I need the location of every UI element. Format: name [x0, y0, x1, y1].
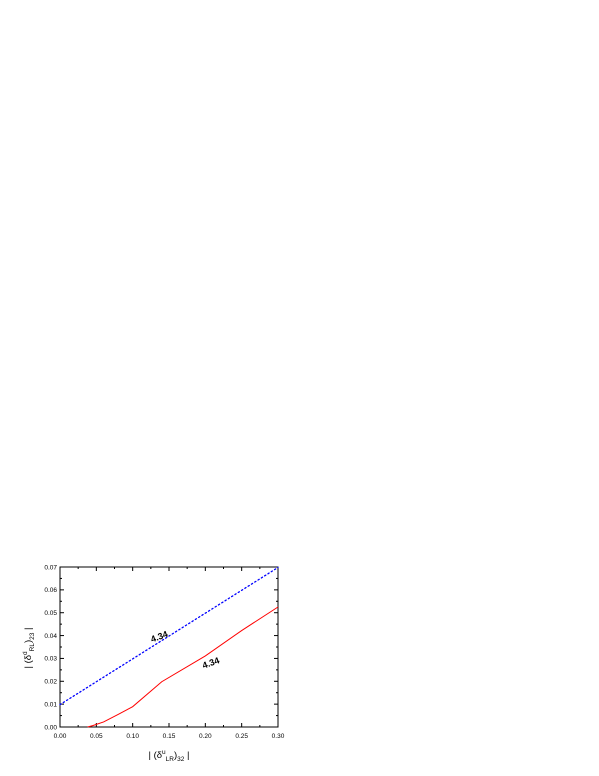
x-tick-label: 0.25 [235, 733, 248, 740]
y-tick-label: 0.04 [44, 633, 57, 640]
y-tick-label: 0.01 [44, 701, 57, 708]
x-tick-label: 0.20 [199, 733, 212, 740]
curve-label-2: 4.34 [201, 655, 221, 670]
x-tick-label: 0.05 [90, 733, 103, 740]
y-tick-label: 0.05 [44, 610, 57, 617]
y-tick-label: 0.00 [44, 724, 57, 731]
y-axis-title: | (δdRL)23 | [22, 627, 36, 668]
plot-frame [59, 566, 279, 728]
x-tick-label: 0.15 [163, 733, 176, 740]
dotted-series-line [59, 566, 279, 706]
curve-labels: 4.344.34 [149, 629, 220, 671]
x-tick-label: 0.00 [54, 733, 67, 740]
x-axis-title: | (δuLR)32 | [148, 749, 189, 763]
x-tick-label: 0.30 [272, 733, 285, 740]
solid-series-line [87, 606, 279, 728]
y-tick-label: 0.02 [44, 679, 57, 686]
y-tick-label: 0.06 [44, 587, 57, 594]
y-tick-label: 0.03 [44, 656, 57, 663]
axis-ticks [59, 566, 279, 728]
y-tick-label: 0.07 [44, 564, 57, 571]
series-group [59, 566, 279, 728]
axis-tick-labels: 0.00 0.05 0.10 0.15 0.20 0.25 0.30 0.00 0.01 0.02… [44, 564, 284, 740]
x-tick-label: 0.10 [126, 733, 139, 740]
